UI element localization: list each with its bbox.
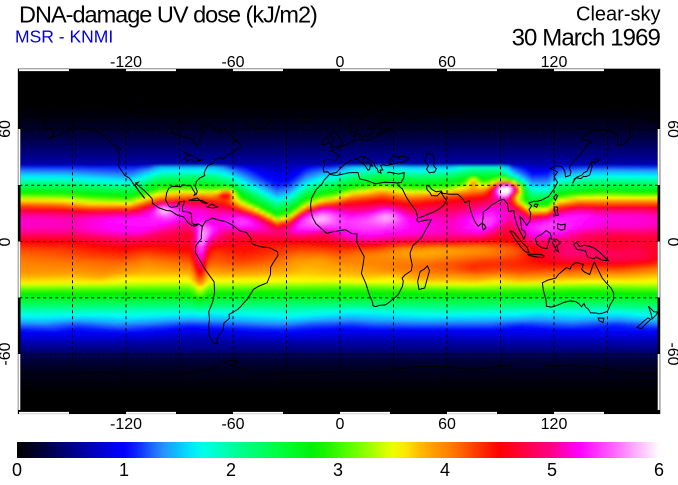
svg-text:Clear-sky: Clear-sky	[576, 4, 660, 26]
svg-text:6: 6	[654, 460, 664, 480]
svg-text:2: 2	[226, 460, 236, 480]
svg-text:MSR - KNMI: MSR - KNMI	[15, 27, 113, 47]
svg-text:30 March 1969: 30 March 1969	[512, 25, 661, 52]
svg-text:3: 3	[333, 460, 343, 480]
svg-text:60: 60	[438, 416, 456, 433]
svg-text:120: 120	[541, 416, 568, 433]
svg-text:4: 4	[440, 460, 450, 480]
svg-text:1: 1	[119, 460, 129, 480]
svg-text:60: 60	[438, 54, 456, 71]
svg-text:0: 0	[664, 238, 678, 247]
svg-text:-120: -120	[110, 416, 142, 433]
svg-text:-60: -60	[0, 342, 14, 365]
svg-text:0: 0	[0, 237, 14, 246]
svg-text:0: 0	[336, 54, 345, 71]
svg-text:-60: -60	[221, 54, 244, 71]
svg-text:60: 60	[0, 120, 14, 138]
svg-text:DNA-damage UV dose (kJ/m2): DNA-damage UV dose (kJ/m2)	[19, 2, 317, 28]
svg-text:5: 5	[547, 460, 557, 480]
svg-text:60: 60	[664, 120, 678, 138]
svg-text:120: 120	[541, 54, 568, 71]
svg-text:0: 0	[12, 460, 22, 480]
svg-text:0: 0	[336, 416, 345, 433]
svg-text:-60: -60	[221, 416, 244, 433]
svg-text:-120: -120	[110, 54, 142, 71]
svg-text:-60: -60	[664, 342, 678, 365]
